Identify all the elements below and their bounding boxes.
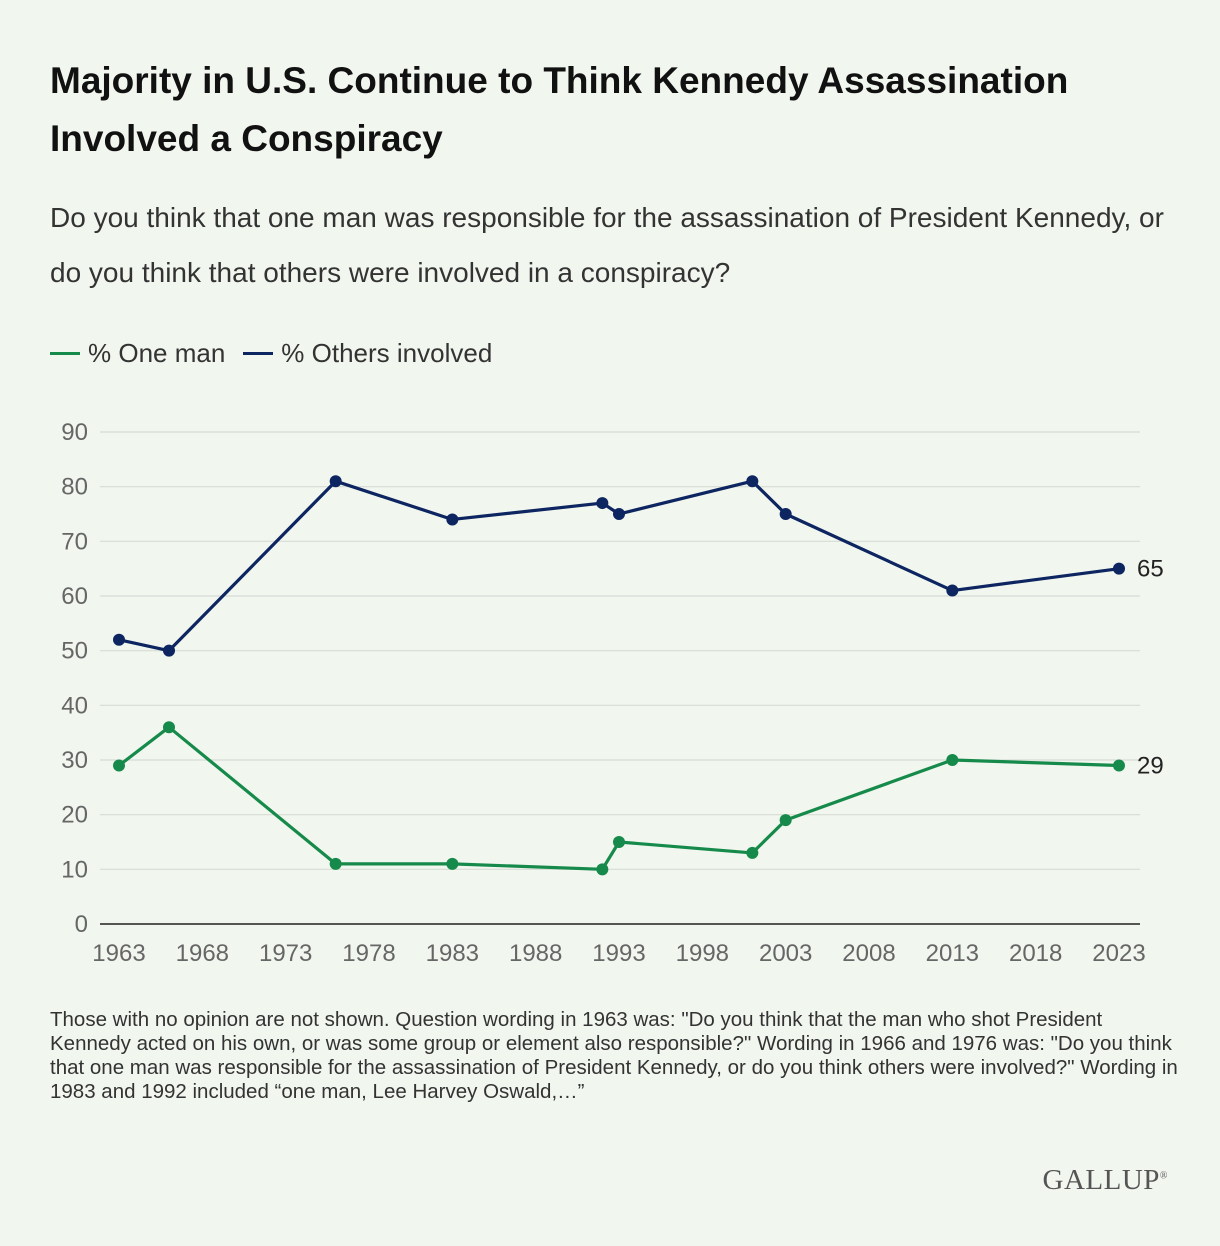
data-point-one-man [596,863,609,876]
x-tick-label: 2023 [1092,940,1145,967]
data-point-one-man [446,857,459,870]
data-point-others-involved [1113,562,1125,575]
chart-legend: % One man % Others involved [50,338,492,369]
x-tick-label: 2003 [759,940,812,967]
legend-swatch-others-involved [243,352,274,355]
data-point-others-involved [613,508,625,520]
x-tick-label: 1993 [592,940,645,967]
data-point-one-man [946,754,959,766]
x-tick-label: 1978 [342,940,395,967]
gallup-logo-text: GALLUP [1042,1164,1160,1196]
y-tick-label: 50 [61,638,88,665]
data-point-one-man [329,857,342,870]
data-point-one-man [163,721,175,734]
data-point-one-man [1113,759,1125,772]
data-point-others-involved [329,475,342,488]
data-point-one-man [746,846,759,859]
chart-title: Majority in U.S. Continue to Think Kenne… [50,60,1069,159]
line-chart: 0 10 20 30 40 50 60 70 80 90 1963 1968 1973 1978 1983 1… [61,419,1164,967]
data-point-others-involved [446,513,459,526]
end-value-label-one-man: 29 [1137,752,1164,779]
y-tick-label: 40 [61,692,88,719]
x-tick-label: 2008 [842,940,895,967]
gallup-logo: GALLUP® [1043,1164,1169,1197]
y-tick-label: 70 [61,528,88,555]
legend-label-one-man: % One man [88,338,226,368]
series-line-one-man [118,725,1120,871]
footnote: Those with no opinion are not shown. Que… [50,1008,1178,1103]
data-point-others-involved [163,644,175,657]
y-tick-label: 20 [61,802,88,829]
x-tick-label: 2018 [1009,940,1062,967]
y-tick-label: 60 [61,583,88,610]
y-tick-label: 30 [61,747,88,774]
y-tick-label: 10 [61,856,88,883]
y-tick-label: 0 [75,911,88,938]
data-point-others-involved [779,508,792,520]
y-tick-label: 90 [61,419,88,446]
x-tick-label: 1973 [259,940,312,967]
data-point-one-man [113,759,125,772]
x-tick-label: 1998 [676,940,729,967]
x-tick-label: 1983 [426,940,479,967]
x-tick-label: 1968 [176,940,229,967]
data-point-others-involved [113,633,125,646]
legend-item-others-involved: % Others involved [243,338,492,369]
series-line-others-involved [118,479,1120,653]
x-tick-label: 1963 [92,940,145,967]
legend-label-others-involved: % Others involved [281,338,493,368]
x-tick-label: 1988 [509,940,562,967]
data-point-one-man [779,814,792,827]
x-tick-label: 2013 [926,940,979,967]
legend-item-one-man: % One man [50,338,225,369]
data-point-others-involved [596,497,609,510]
data-point-others-involved [946,584,959,597]
registered-mark-icon: ® [1159,1170,1168,1182]
end-value-label-others-involved: 65 [1137,556,1164,583]
data-point-others-involved [746,475,759,488]
data-point-one-man [613,836,625,848]
legend-swatch-one-man [50,352,80,355]
y-tick-label: 80 [61,474,88,501]
chart-subtitle: Do you think that one man was responsibl… [50,202,1164,288]
